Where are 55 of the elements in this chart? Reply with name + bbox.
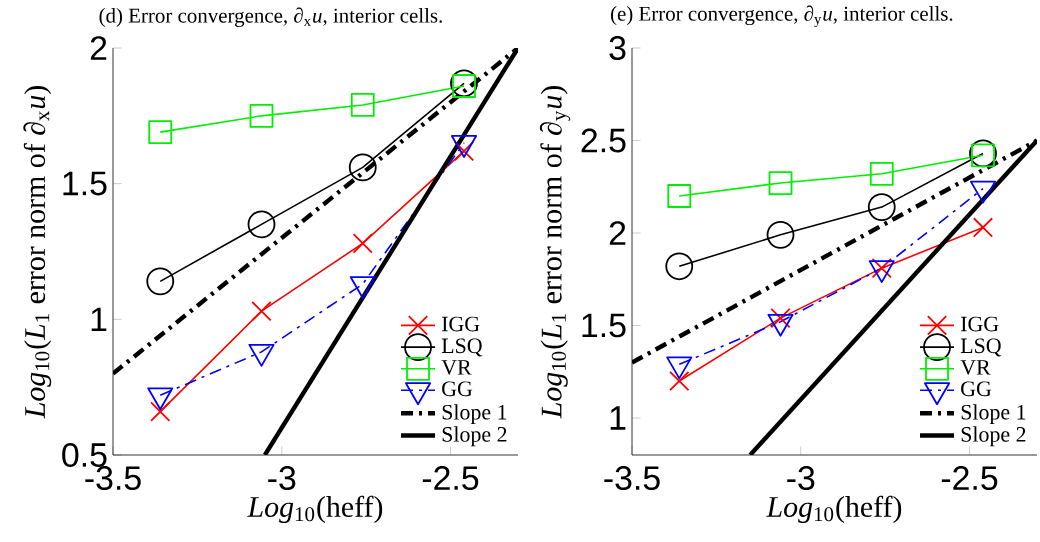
y-tick-label: 2 [609,221,626,245]
point [150,401,171,422]
legend-label: IGG [441,316,480,332]
y-tick-label: 0.5 [62,443,107,467]
point [669,370,690,392]
x-tick-label: -2.5 [422,466,479,491]
y-tick-label: 1.5 [582,313,626,338]
legend-label: VR [441,360,472,375]
x-tick-label: -3.5 [604,466,660,491]
point [766,220,795,249]
point [452,74,476,98]
point [770,308,791,329]
text: Log$_{10}$(L$_{1}$ error norm of ∂$_{y}$u) [539,86,571,419]
point [450,69,478,98]
legend-label: IGG [961,316,999,332]
point [146,267,175,296]
y-tick-label: 2 [90,36,107,60]
point [148,120,173,145]
x-tick-label: -3 [268,466,296,491]
chart-title: (e) Error convergence, ∂$_{y}$u, interior cells. [610,5,953,27]
point [350,93,375,117]
legend-label: GG [961,381,992,397]
legend-label: LSQ [441,338,483,357]
legend-label: GG [442,381,473,397]
y-tick-label: 1 [91,307,107,331]
point [972,217,994,238]
chart-title: (d) Error convergence, ∂$_{x}$u, interior cells. [99,7,442,27]
x-tick-label: -2.5 [941,466,998,491]
point [871,258,892,279]
y-tick-label: 1 [610,406,626,430]
point [247,210,276,239]
legend-label: VR [960,360,991,375]
legend-label: Slope 2 [961,426,1026,447]
x-tick-label: -3.5 [85,466,141,491]
y-tick-label: 3 [609,36,626,60]
y-tick-label: 1.5 [63,171,107,196]
x-tick-label: -3 [787,466,815,491]
legend-label: LSQ [960,338,1002,357]
point [352,233,373,254]
legend-label: Slope 2 [442,426,507,447]
legend-label: Slope 1 [442,404,507,425]
point [453,141,475,162]
point [667,184,692,208]
point [768,171,793,195]
point [867,193,896,221]
x-axis-title: Log$_{10}$(heff) [766,495,902,524]
point [251,301,272,322]
point [249,103,274,128]
y-tick-label: 2.5 [581,128,626,153]
point [348,153,377,182]
point [665,252,694,281]
x-axis-title: Log$_{10}$(heff) [247,495,383,524]
legend-label: Slope 1 [961,404,1026,425]
text: Log$_{10}$(L$_{1}$ error norm of ∂$_{x}$u) [23,86,52,419]
point [869,161,894,186]
